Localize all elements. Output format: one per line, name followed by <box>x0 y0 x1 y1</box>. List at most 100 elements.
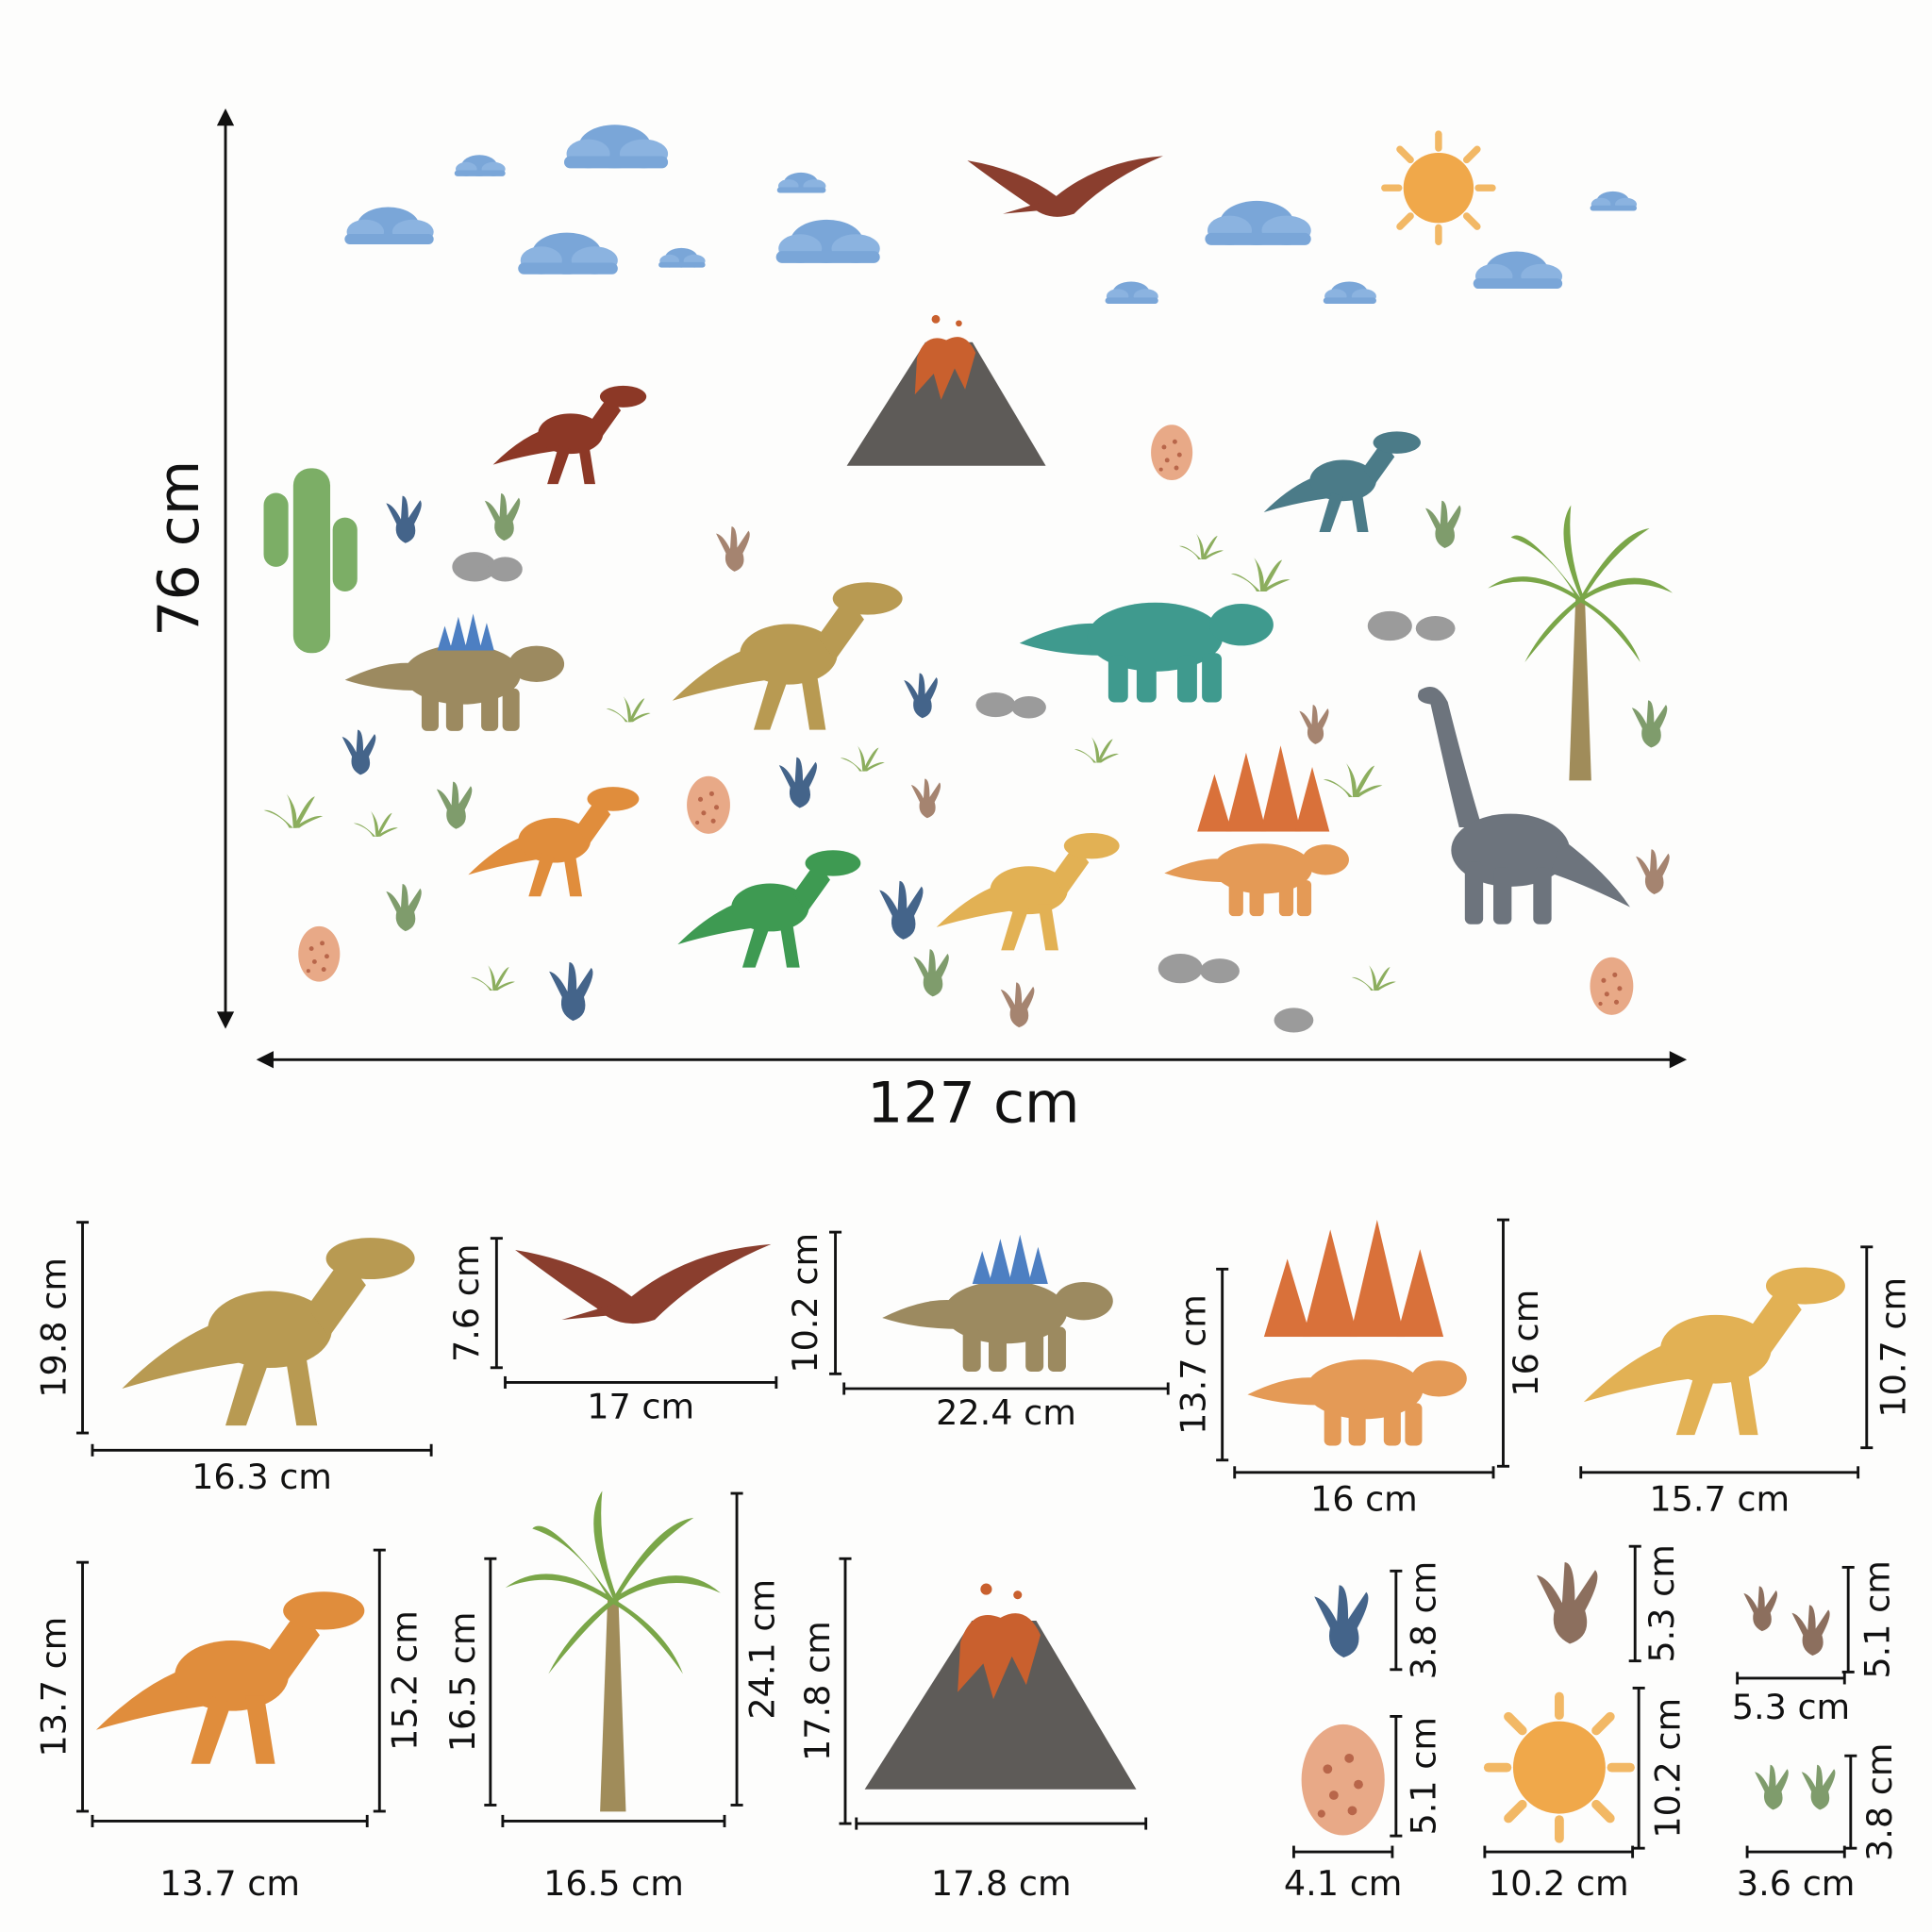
dimension-label: 19.8 cm <box>33 1257 74 1398</box>
dimension-label: 16.3 cm <box>192 1457 332 1497</box>
foot-sticker <box>1743 1586 1778 1632</box>
rex-sticker <box>677 850 861 968</box>
foot-sticker <box>778 757 817 808</box>
cloud-sticker <box>344 207 434 245</box>
sauro-sticker <box>1417 687 1630 924</box>
palm-sticker <box>505 1491 721 1812</box>
rex-sticker <box>122 1238 415 1426</box>
dimension-label: 16.5 cm <box>543 1863 684 1904</box>
sun-sticker <box>1385 134 1492 242</box>
foot-sticker <box>913 949 949 997</box>
quad-sticker <box>1164 843 1349 917</box>
foot-sticker <box>1636 849 1670 895</box>
arrow-head <box>256 1051 274 1069</box>
egg-sticker <box>298 925 341 982</box>
foot-sticker <box>1299 705 1329 744</box>
cloud-sticker <box>775 219 880 263</box>
cloud-sticker <box>658 247 706 268</box>
plant-sticker <box>606 695 651 723</box>
width-label: 127 cm <box>867 1070 1079 1136</box>
dimension-label: 5.3 cm <box>1732 1687 1851 1727</box>
rex-sticker <box>1263 431 1421 532</box>
dimension-label: 24.1 cm <box>741 1579 782 1720</box>
foot-sticker <box>436 781 473 829</box>
cloud-sticker <box>776 172 826 193</box>
plant-sticker <box>1323 761 1383 798</box>
plates-sticker <box>1197 745 1330 832</box>
quad-sticker <box>882 1280 1113 1372</box>
shape <box>452 552 497 582</box>
dimension-label: 16.5 cm <box>442 1611 483 1752</box>
dimension-label: 17 cm <box>587 1386 694 1426</box>
cloud-sticker <box>1323 281 1376 304</box>
foot-sticker <box>904 673 938 719</box>
foot-sticker <box>1536 1562 1598 1644</box>
foot-sticker <box>484 492 521 541</box>
shape <box>1367 610 1412 641</box>
egg-sticker <box>1301 1724 1385 1836</box>
foot-sticker <box>1314 1585 1369 1658</box>
plant-sticker <box>263 792 324 828</box>
dimension-label: 13.7 cm <box>1173 1294 1213 1435</box>
plant-sticker <box>470 963 515 991</box>
rex-sticker <box>468 787 640 897</box>
foot-sticker <box>1801 1764 1836 1810</box>
dimension-label: 22.4 cm <box>936 1392 1076 1433</box>
volcano-sticker <box>864 1583 1137 1790</box>
plant-sticker <box>1351 963 1396 991</box>
overall-dimensions: 76 cm 127 cm <box>146 108 1688 1137</box>
dimension-label: 16 cm <box>1310 1478 1418 1519</box>
dimension-label: 3.8 cm <box>1404 1561 1444 1680</box>
shape <box>332 517 358 591</box>
plant-sticker <box>1178 532 1224 559</box>
ptero-sticker <box>515 1243 772 1324</box>
foot-sticker <box>1000 982 1035 1028</box>
dimension-label: 15.7 cm <box>1649 1478 1790 1519</box>
foot-sticker <box>341 729 376 775</box>
foot-sticker <box>386 884 422 932</box>
ptero-sticker <box>967 156 1163 217</box>
shape <box>292 468 331 654</box>
pieces <box>95 1220 1845 1839</box>
dimension-label: 10.7 cm <box>1873 1277 1913 1418</box>
height-label: 76 cm <box>146 460 212 637</box>
shape <box>1415 616 1456 641</box>
foot-sticker <box>549 962 593 1022</box>
foot-sticker <box>386 495 422 543</box>
dimension-label: 3.6 cm <box>1737 1863 1856 1904</box>
shape <box>1158 953 1203 984</box>
shape <box>1011 695 1046 719</box>
dimension-label: 10.2 cm <box>1647 1698 1688 1839</box>
arrow-head <box>1669 1051 1688 1069</box>
dimension-label: 10.2 cm <box>1489 1863 1629 1904</box>
dimension-label: 5.1 cm <box>1404 1717 1444 1836</box>
foot-sticker <box>1791 1605 1830 1657</box>
plates-sticker <box>972 1234 1048 1284</box>
egg-sticker <box>687 775 730 834</box>
foot-sticker <box>716 526 750 572</box>
quad-sticker <box>1019 602 1274 703</box>
cloud-sticker <box>1105 281 1158 304</box>
foot-sticker <box>1631 700 1668 748</box>
plant-sticker <box>353 809 398 837</box>
shape <box>263 492 289 567</box>
foot-sticker <box>1755 1764 1789 1810</box>
rex-sticker <box>1583 1267 1845 1436</box>
arrow-head <box>216 108 235 126</box>
cloud-sticker <box>1473 251 1563 290</box>
sun-sticker <box>1489 1697 1630 1839</box>
shape <box>1200 958 1240 984</box>
shape <box>975 692 1016 718</box>
plates-sticker <box>1263 1220 1444 1338</box>
dimension-label: 13.7 cm <box>33 1617 74 1757</box>
quad-sticker <box>1247 1359 1467 1446</box>
dimension-label: 16 cm <box>1506 1290 1546 1397</box>
rex-sticker <box>936 832 1120 951</box>
dimension-label: 3.8 cm <box>1859 1742 1900 1861</box>
egg-sticker <box>1151 425 1193 481</box>
quad-sticker <box>344 644 565 731</box>
scene <box>263 125 1674 1033</box>
